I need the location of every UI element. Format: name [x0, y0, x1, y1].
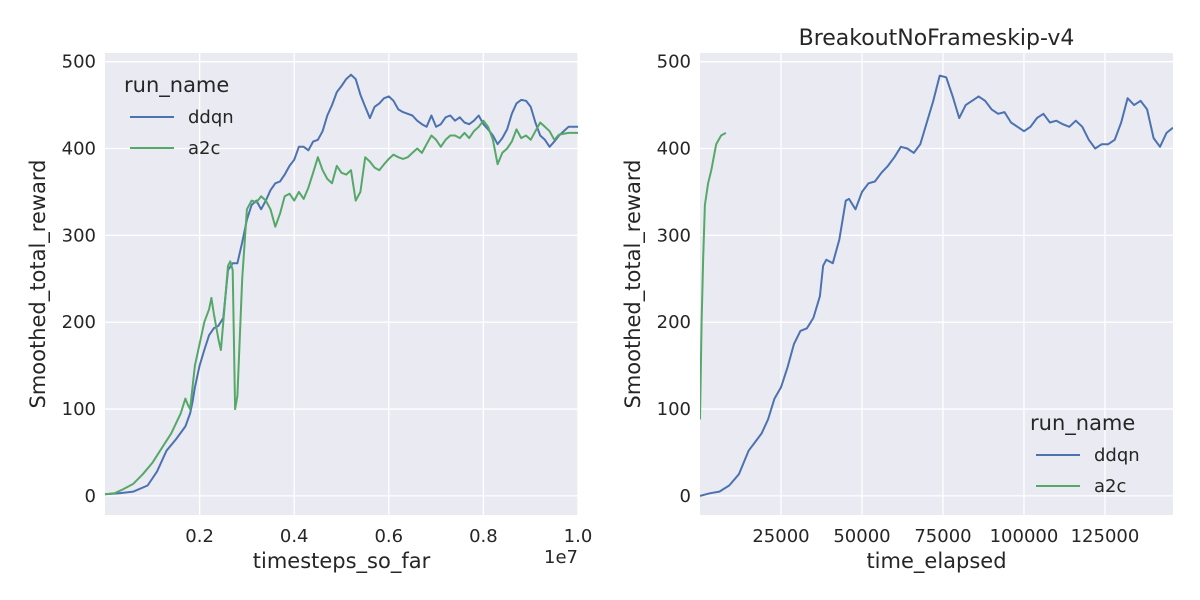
series-line-a2c: [105, 119, 578, 496]
legend-label-a2c: a2c: [1094, 476, 1126, 497]
x-tick-label: 50000: [833, 526, 890, 547]
legend-title: run_name: [1030, 411, 1135, 436]
y-tick-label: 100: [657, 399, 691, 420]
y-tick-label: 0: [85, 486, 96, 507]
left-x-axis-label: timesteps_so_far: [253, 549, 431, 574]
x-tick-label: 100000: [990, 526, 1059, 547]
y-tick-label: 200: [657, 312, 691, 333]
series-line-ddqn: [105, 73, 578, 496]
left-x-offset-label: 1e7: [544, 547, 578, 568]
legend-label-a2c: a2c: [188, 138, 220, 159]
left-y-axis-label: Smoothed_total_reward: [26, 159, 51, 408]
y-tick-label: 0: [680, 486, 691, 507]
left-chart: 0.2 0.4 0.6 0.8 1.0 0 100 200 300 400 500 timeste…: [26, 52, 592, 574]
right-y-axis-label: Smoothed_total_reward: [621, 159, 646, 408]
right-series-lines: [700, 74, 1173, 497]
right-grid: [700, 53, 1173, 515]
x-tick-label: 1.0: [564, 526, 593, 547]
x-tick-label: 25000: [752, 526, 809, 547]
y-tick-label: 400: [657, 139, 691, 160]
y-tick-label: 200: [62, 312, 96, 333]
y-tick-label: 300: [62, 225, 96, 246]
left-grid: [105, 53, 579, 515]
legend-label-ddqn: ddqn: [188, 107, 234, 128]
left-y-ticks: 0 100 200 300 400 500: [62, 52, 96, 507]
right-chart-title: BreakoutNoFrameskip-v4: [799, 26, 1075, 51]
y-tick-label: 500: [62, 52, 96, 73]
x-tick-label: 75000: [914, 526, 971, 547]
series-line-ddqn: [700, 74, 1173, 497]
legend-label-ddqn: ddqn: [1094, 445, 1140, 466]
x-tick-label: 0.6: [374, 526, 403, 547]
x-tick-label: 0.8: [469, 526, 498, 547]
y-tick-label: 400: [62, 139, 96, 160]
y-tick-label: 100: [62, 399, 96, 420]
x-tick-label: 125000: [1071, 526, 1140, 547]
right-x-ticks: 25000 50000 75000 100000 125000: [752, 526, 1139, 547]
right-x-axis-label: time_elapsed: [866, 549, 1006, 574]
right-y-ticks: 0 100 200 300 400 500: [657, 52, 691, 507]
legend-title: run_name: [124, 73, 229, 98]
left-x-ticks: 0.2 0.4 0.6 0.8 1.0: [185, 526, 592, 547]
left-plot-area: [105, 53, 578, 515]
right-chart: 25000 50000 75000 100000 125000 0 100 200 300 40…: [621, 26, 1173, 574]
x-tick-label: 0.4: [280, 526, 309, 547]
y-tick-label: 500: [657, 52, 691, 73]
y-tick-label: 300: [657, 225, 691, 246]
x-tick-label: 0.2: [185, 526, 214, 547]
right-plot-area: [700, 53, 1173, 515]
series-line-a2c: [700, 132, 727, 420]
left-series-lines: [105, 73, 578, 496]
